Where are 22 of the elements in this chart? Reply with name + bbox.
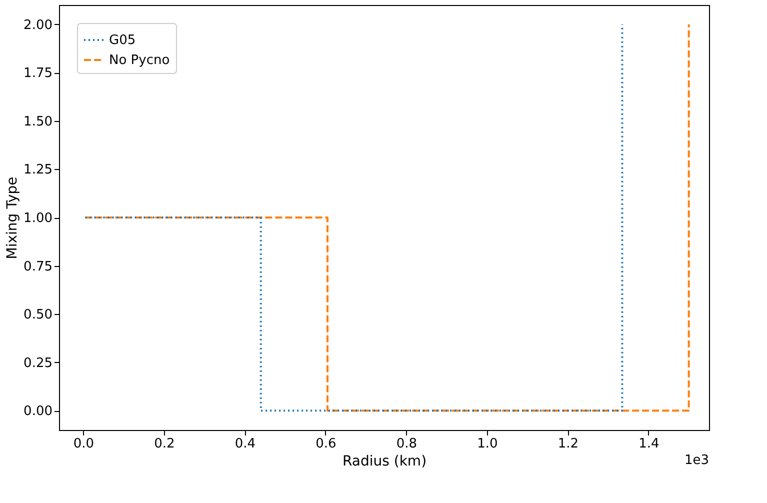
- x-tick-label: 1.2: [558, 436, 579, 452]
- y-tick-label: 1.50: [24, 114, 52, 130]
- y-tick-label: 1.25: [24, 162, 52, 178]
- legend-label: No Pycno: [109, 53, 170, 68]
- y-tick-label: 0.75: [24, 259, 52, 274]
- x-axis-title: Radius (km): [342, 454, 427, 470]
- y-tick-label: 1.75: [24, 66, 52, 82]
- y-tick-label: 0.50: [24, 308, 52, 323]
- y-tick-label: 0.25: [24, 356, 52, 371]
- x-tick-label: 0.4: [234, 436, 256, 452]
- y-tick-label: 1.00: [24, 211, 52, 226]
- x-tick-label: 1.0: [477, 436, 498, 452]
- legend-label: G05: [109, 33, 136, 48]
- y-tick-label: 0.00: [24, 404, 52, 420]
- x-tick-label: 0.0: [73, 436, 94, 452]
- x-tick-label: 0.8: [396, 436, 418, 452]
- y-tick-label: 2.00: [24, 18, 52, 33]
- y-axis-title: Mixing Type: [4, 176, 21, 260]
- text: 1e3: [684, 453, 709, 468]
- x-tick-label: 1.4: [638, 436, 660, 452]
- x-tick-label: 0.6: [316, 436, 336, 452]
- x-tick-label: 0.2: [154, 436, 175, 452]
